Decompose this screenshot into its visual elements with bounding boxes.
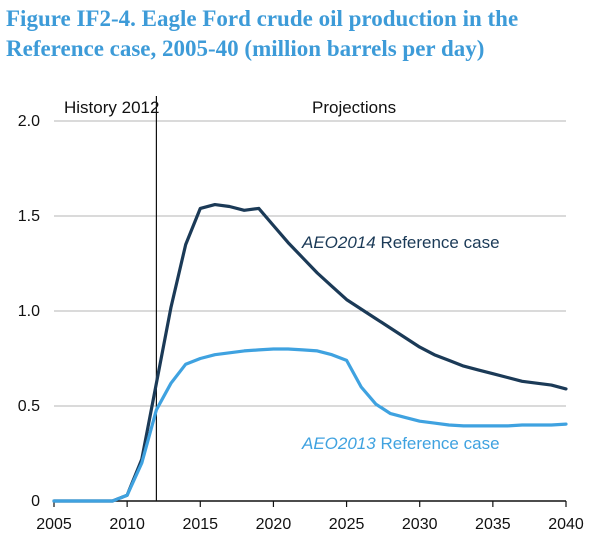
chart-title-line-1: Figure IF2-4. Eagle Ford crude oil produ… <box>6 6 519 31</box>
history-label: History 2012 <box>64 98 159 117</box>
axes <box>53 500 567 507</box>
y-tick-label-2: 1.0 <box>18 303 40 320</box>
x-tick-label-4: 2025 <box>329 516 365 533</box>
series-label-suffix: Reference case <box>376 434 500 453</box>
y-tick-label-1: 0.5 <box>18 398 40 415</box>
projections-label: Projections <box>312 98 396 117</box>
series-line-aeo2013 <box>52 347 568 503</box>
gridlines <box>54 120 566 407</box>
series-label-name: AEO2014 <box>301 233 376 252</box>
series-label-aeo2013: AEO2013 Reference case <box>301 434 500 453</box>
x-tick-label-5: 2030 <box>402 516 438 533</box>
series-label-aeo2014: AEO2014 Reference case <box>301 233 500 252</box>
series-label-suffix: Reference case <box>376 233 500 252</box>
x-tick-label-2: 2015 <box>182 516 218 533</box>
y-tick-label-3: 1.5 <box>18 208 40 225</box>
x-tick-label-3: 2020 <box>256 516 292 533</box>
x-tick-label-0: 2005 <box>36 516 72 533</box>
chart-title-line-2: Reference case, 2005-40 (million barrels… <box>6 36 485 61</box>
series-label-name: AEO2013 <box>301 434 376 453</box>
x-tick-label-6: 2035 <box>475 516 511 533</box>
x-tick-label-1: 2010 <box>109 516 145 533</box>
chart-labels: 0 0.5 1.0 1.5 2.0 2005 2010 2015 2020 2025 2030 203… <box>18 98 584 533</box>
x-tick-label-7: 2040 <box>548 516 584 533</box>
y-tick-label-0: 0 <box>31 493 40 510</box>
y-tick-label-4: 2.0 <box>18 113 40 130</box>
series-lines <box>52 203 568 503</box>
chart-title: Figure IF2-4. Eagle Ford crude oil produ… <box>6 4 596 64</box>
